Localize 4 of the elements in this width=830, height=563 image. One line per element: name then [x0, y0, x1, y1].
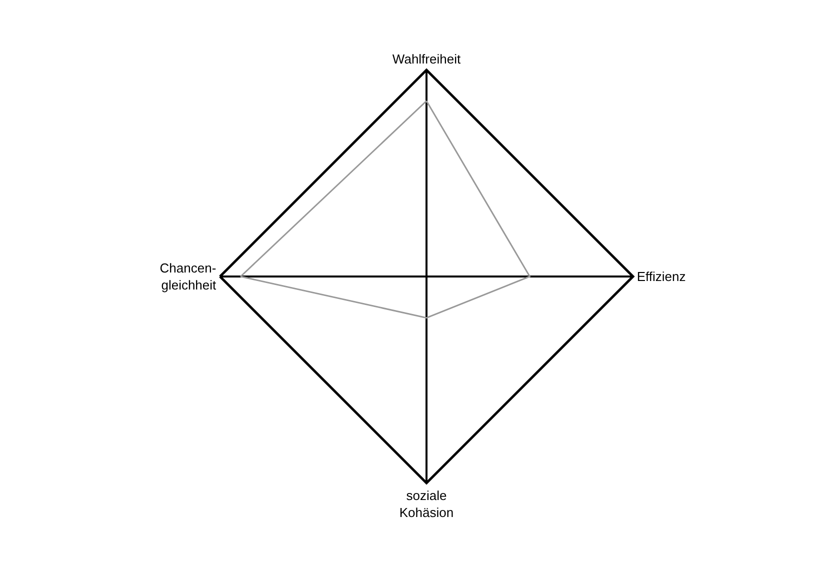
spoke-label: soziale Kohäsion	[399, 488, 454, 520]
spoke-label: Wahlfreiheit	[392, 52, 461, 67]
spoke-label: Chancen- gleichheit	[160, 260, 217, 292]
spoke-label: Effizienz	[636, 269, 686, 284]
